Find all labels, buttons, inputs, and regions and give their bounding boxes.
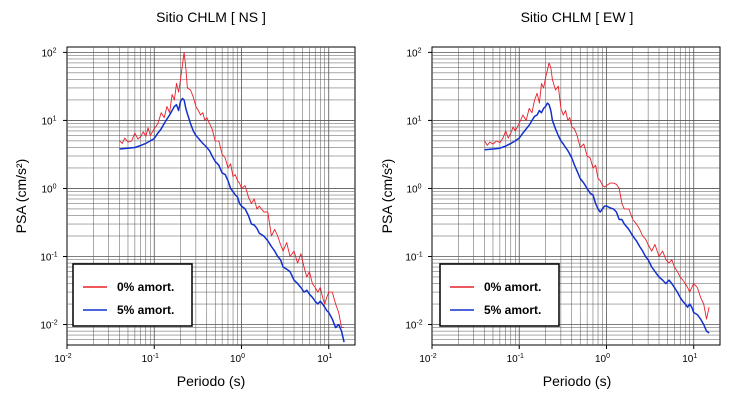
y-tick-label: 10-1 [405, 251, 422, 263]
series-line-amort-5 [119, 97, 345, 343]
legend-box [439, 263, 560, 327]
plot-frame [66, 46, 356, 346]
x-tick-label: 10-1 [507, 353, 524, 365]
x-axis-label: Periodo (s) [543, 373, 611, 389]
y-tick-label: 10-1 [40, 251, 57, 263]
y-tick-label: 102 [41, 47, 56, 59]
x-tick-label: 100 [230, 353, 245, 365]
x-tick-label: 101 [317, 353, 332, 365]
y-tick-label: 10-2 [405, 320, 422, 332]
legend-label: 0% amort. [117, 280, 174, 294]
chart-title: Sitio CHLM [ NS ] [156, 9, 266, 25]
x-tick-label: 100 [595, 353, 610, 365]
y-axis-label: PSA (cm/s²) [13, 159, 29, 234]
series-line-amort-5 [484, 102, 710, 334]
y-axis-label: PSA (cm/s²) [379, 159, 395, 234]
legend-label: 0% amort. [484, 280, 541, 294]
chart-ew: Sitio CHLM [ EW ] 10-2 10-1 100 101 10-2 10-… [379, 9, 721, 389]
y-tick-label: 10-2 [40, 320, 57, 332]
x-tick-label: 10-2 [419, 353, 436, 365]
legend-label: 5% amort. [117, 303, 174, 317]
x-tick-label: 10-1 [142, 353, 159, 365]
y-tick-label: 100 [406, 183, 421, 195]
plot-frame [431, 46, 721, 346]
y-tick-label: 101 [406, 115, 421, 127]
x-axis-label: Periodo (s) [177, 373, 245, 389]
legend: 0% amort. 5% amort. [72, 263, 193, 327]
y-tick-label: 101 [41, 115, 56, 127]
series-line-amort-0 [484, 62, 710, 320]
y-tick-label: 100 [41, 183, 56, 195]
x-tick-label: 101 [682, 353, 697, 365]
y-tick-label: 102 [406, 47, 421, 59]
chart-title: Sitio CHLM [ EW ] [521, 9, 634, 25]
series-line-amort-0 [119, 51, 345, 329]
legend: 0% amort. 5% amort. [439, 263, 560, 327]
x-tick-label: 10-2 [54, 353, 71, 365]
legend-box [72, 263, 193, 327]
legend-label: 5% amort. [484, 303, 541, 317]
chart-ns: Sitio CHLM [ NS ] 10-2 10-1 100 101 10-2 10-… [13, 9, 356, 389]
